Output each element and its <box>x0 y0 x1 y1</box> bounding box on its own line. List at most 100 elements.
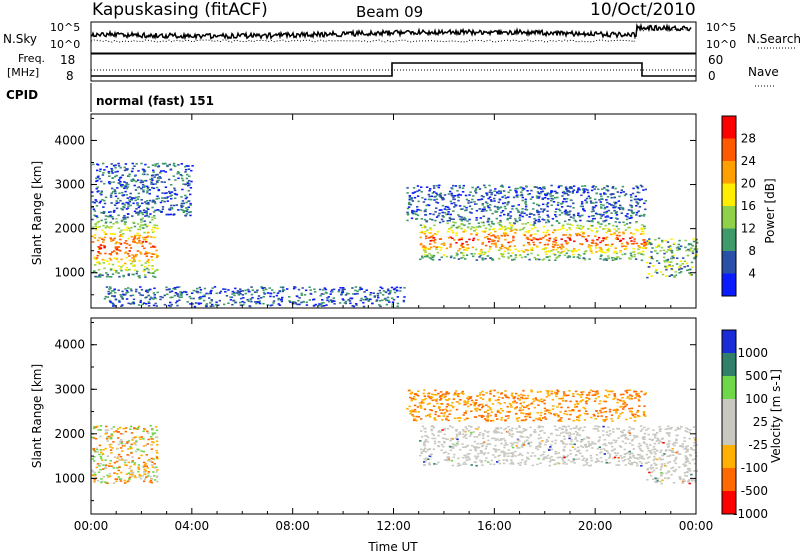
heatmap-cell <box>210 290 212 292</box>
heatmap-cell <box>143 302 145 304</box>
heatmap-cell <box>466 446 468 448</box>
heatmap-cell <box>118 476 120 478</box>
heatmap-cell <box>613 252 615 254</box>
heatmap-cell <box>511 259 513 261</box>
heatmap-cell <box>420 406 422 408</box>
heatmap-cell <box>668 440 670 442</box>
heatmap-cell <box>434 220 436 222</box>
heatmap-cell <box>533 238 535 240</box>
heatmap-cell <box>520 412 522 414</box>
heatmap-cell <box>438 259 440 261</box>
heatmap-cell <box>550 444 552 446</box>
heatmap-cell <box>643 241 645 243</box>
heatmap-cell <box>453 454 455 456</box>
heatmap-cell <box>105 227 107 229</box>
heatmap-cell <box>595 205 597 207</box>
heatmap-cell <box>651 471 653 473</box>
heatmap-cell <box>685 427 687 429</box>
heatmap-cell <box>143 220 145 222</box>
heatmap-cell <box>406 408 408 410</box>
heatmap-cell <box>91 475 93 477</box>
heatmap-cell <box>645 429 647 431</box>
heatmap-cell <box>552 232 554 234</box>
heatmap-cell <box>146 454 148 456</box>
heatmap-cell <box>156 430 158 432</box>
heatmap-cell <box>514 190 516 192</box>
heatmap-cell <box>124 464 126 466</box>
heatmap-cell <box>653 451 655 453</box>
heatmap-cell <box>468 239 470 241</box>
heatmap-cell <box>91 236 93 238</box>
heatmap-cell <box>498 460 500 462</box>
heatmap-cell <box>660 467 662 469</box>
heatmap-cell <box>420 186 422 188</box>
heatmap-cell <box>125 460 127 462</box>
heatmap-cell <box>124 445 126 447</box>
heatmap-cell <box>110 452 112 454</box>
heatmap-cell <box>462 255 464 257</box>
heatmap-cell <box>659 451 661 453</box>
heatmap-cell <box>586 413 588 415</box>
heatmap-cell <box>535 418 537 420</box>
heatmap-cell <box>153 215 155 217</box>
heatmap-cell <box>441 429 443 431</box>
heatmap-cell <box>134 261 136 263</box>
heatmap-cell <box>339 287 341 289</box>
heatmap-cell <box>538 445 540 447</box>
heatmap-cell <box>648 273 650 275</box>
heatmap-cell <box>428 190 430 192</box>
heatmap-cell <box>592 218 594 220</box>
heatmap-cell <box>126 454 128 456</box>
heatmap-cell <box>413 187 415 189</box>
heatmap-cell <box>138 464 140 466</box>
heatmap-cell <box>628 426 630 428</box>
heatmap-cell <box>495 449 497 451</box>
heatmap-cell <box>123 185 125 187</box>
heatmap-cell <box>599 247 601 249</box>
heatmap-cell <box>118 165 120 167</box>
heatmap-cell <box>219 300 221 302</box>
heatmap-cell <box>462 457 464 459</box>
heatmap-cell <box>464 258 466 260</box>
heatmap-cell <box>93 481 95 483</box>
heatmap-cell <box>244 290 246 292</box>
heatmap-cell <box>643 438 645 440</box>
heatmap-cell <box>512 236 514 238</box>
heatmap-cell <box>543 399 545 401</box>
heatmap-cell <box>565 395 567 397</box>
heatmap-cell <box>644 243 646 245</box>
heatmap-cell <box>575 427 577 429</box>
heatmap-cell <box>550 195 552 197</box>
heatmap-cell <box>434 390 436 392</box>
heatmap-cell <box>684 455 686 457</box>
heatmap-cell <box>629 222 631 224</box>
heatmap-cell <box>595 186 597 188</box>
heatmap-cell <box>624 253 626 255</box>
heatmap-cell <box>259 303 261 305</box>
heatmap-cell <box>199 292 201 294</box>
heatmap-cell <box>577 187 579 189</box>
heatmap-cell <box>200 289 202 291</box>
heatmap-cell <box>282 291 284 293</box>
heatmap-cell <box>449 217 451 219</box>
heatmap-cell <box>103 212 105 214</box>
heatmap-cell <box>675 457 677 459</box>
heatmap-cell <box>189 215 191 217</box>
heatmap-cell <box>557 244 559 246</box>
heatmap-cell <box>113 482 115 484</box>
heatmap-cell <box>597 416 599 418</box>
heatmap-cell <box>546 410 548 412</box>
heatmap-cell <box>519 215 521 217</box>
heatmap-cell <box>118 276 120 278</box>
heatmap-cell <box>126 217 128 219</box>
heatmap-cell <box>522 431 524 433</box>
heatmap-cell <box>464 401 466 403</box>
heatmap-cell <box>627 243 629 245</box>
heatmap-cell <box>619 251 621 253</box>
heatmap-cell <box>688 269 690 271</box>
heatmap-cell <box>459 449 461 451</box>
heatmap-cell <box>647 448 649 450</box>
heatmap-cell <box>134 269 136 271</box>
heatmap-cell <box>634 420 636 422</box>
heatmap-cell <box>687 461 689 463</box>
